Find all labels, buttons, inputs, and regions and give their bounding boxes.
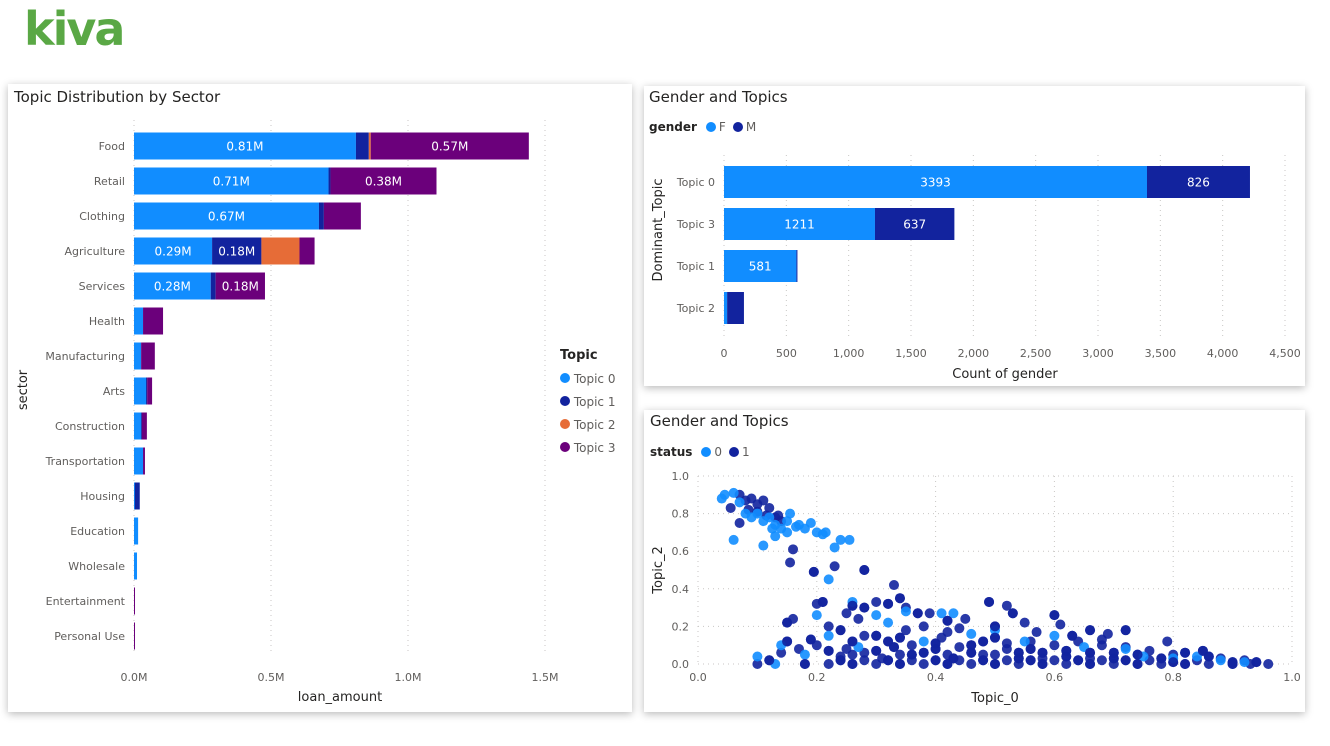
legend-title: status bbox=[650, 445, 693, 459]
legend-label: Topic 1 bbox=[573, 395, 616, 409]
scatter-title: Gender and Topics bbox=[650, 412, 789, 430]
legend-item-status0[interactable]: 0 bbox=[714, 445, 723, 459]
legend-dot-icon bbox=[732, 122, 743, 132]
legend-item-status1[interactable]: 1 bbox=[742, 445, 750, 459]
sector-chart-title: Topic Distribution by Sector bbox=[14, 88, 221, 106]
legend-dot-icon bbox=[701, 447, 712, 457]
legend-dot-icon bbox=[560, 419, 570, 429]
gender-legend: gender F M bbox=[649, 120, 756, 134]
legend-label: Topic 3 bbox=[573, 441, 616, 455]
legend-item-topic3[interactable]: Topic 3 bbox=[560, 441, 615, 455]
legend-item-m[interactable]: M bbox=[745, 120, 757, 134]
legend-dot-icon bbox=[729, 447, 740, 457]
gender-bar-title: Gender and Topics bbox=[649, 88, 788, 106]
sector-chart-panel: Topic Distribution by Sector Topic Topic… bbox=[8, 84, 632, 712]
legend-dot-icon bbox=[560, 396, 570, 406]
legend-title: Topic bbox=[560, 348, 598, 363]
topic-legend: Topic Topic 0 Topic 1 Topic 2 Topic 3 bbox=[560, 348, 615, 455]
gender-topics-bar-panel: Gender and Topics gender F M bbox=[644, 86, 1305, 386]
legend-title: gender bbox=[649, 120, 697, 134]
legend-dot-icon bbox=[705, 122, 716, 132]
legend-item-topic0[interactable]: Topic 0 bbox=[560, 372, 615, 386]
legend-label: Topic 2 bbox=[573, 418, 616, 432]
legend-item-f[interactable]: F bbox=[718, 120, 726, 134]
legend-item-topic1[interactable]: Topic 1 bbox=[560, 395, 615, 409]
gender-topics-scatter-panel: Gender and Topics status 0 1 bbox=[644, 410, 1305, 712]
legend-dot-icon bbox=[560, 373, 570, 383]
kiva-logo: kiva bbox=[24, 2, 125, 56]
legend-dot-icon bbox=[560, 442, 570, 452]
legend-label: Topic 0 bbox=[573, 372, 616, 386]
legend-item-topic2[interactable]: Topic 2 bbox=[560, 418, 615, 432]
status-legend: status 0 1 bbox=[650, 445, 750, 459]
